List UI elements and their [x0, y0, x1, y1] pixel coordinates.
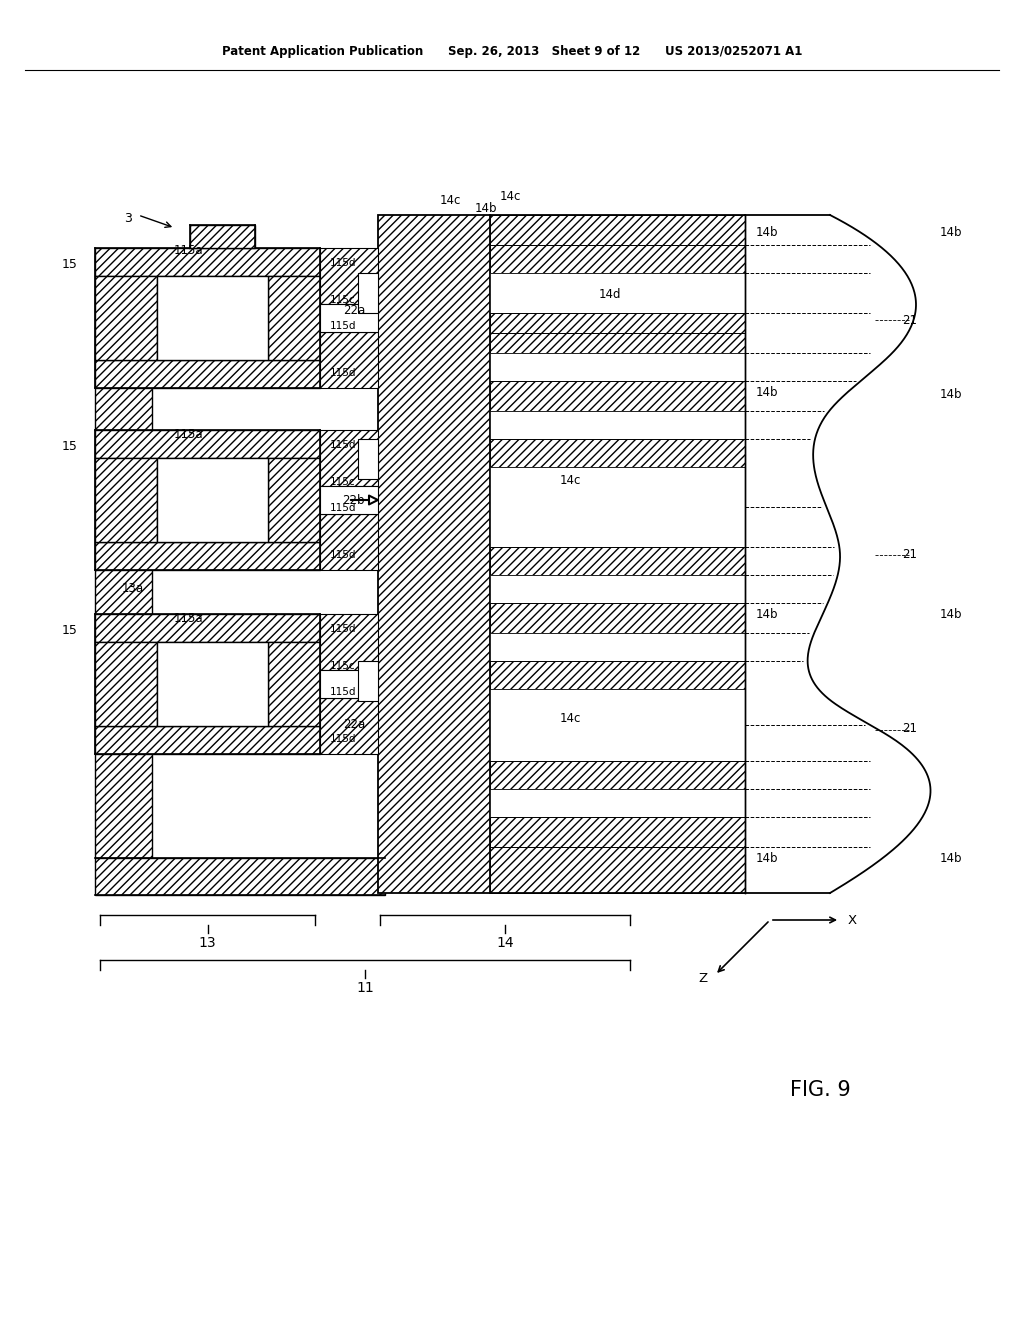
Bar [319, 486, 378, 513]
Bar [157, 276, 268, 360]
Text: 14b: 14b [756, 226, 778, 239]
Bar [490, 762, 745, 789]
Bar [319, 698, 378, 754]
Text: 3: 3 [124, 211, 132, 224]
Bar [490, 440, 745, 467]
Bar [95, 642, 157, 726]
Text: 14: 14 [497, 936, 514, 950]
Text: 14c: 14c [500, 190, 520, 202]
Text: 115a: 115a [173, 611, 203, 624]
Bar [490, 467, 745, 546]
Bar [490, 546, 745, 576]
Text: 115d: 115d [330, 321, 356, 331]
Text: 115a: 115a [173, 243, 203, 256]
Bar [157, 458, 268, 543]
Text: 115d: 115d [330, 624, 356, 634]
Bar [490, 817, 745, 847]
Bar [268, 458, 319, 543]
Bar [190, 224, 255, 248]
Bar [95, 255, 152, 858]
Bar [490, 847, 745, 894]
Text: 14b: 14b [940, 388, 963, 401]
Bar [268, 642, 319, 726]
Bar [358, 440, 378, 479]
Bar [95, 614, 319, 642]
Text: 14c: 14c [439, 194, 461, 206]
Bar [490, 603, 745, 634]
Bar [490, 576, 745, 603]
Text: 21: 21 [902, 549, 918, 561]
Bar [490, 246, 745, 273]
Text: 14b: 14b [940, 607, 963, 620]
Bar [490, 333, 745, 352]
Bar [95, 726, 319, 754]
Text: 115c: 115c [330, 661, 355, 671]
Bar [319, 513, 378, 570]
Bar [378, 215, 490, 894]
Text: 13: 13 [199, 936, 216, 950]
Bar [490, 411, 745, 440]
Bar [319, 430, 378, 486]
Text: 115c: 115c [330, 477, 355, 487]
Text: 14d: 14d [599, 288, 622, 301]
Text: 14b: 14b [940, 226, 963, 239]
Bar [319, 248, 378, 304]
Text: 21: 21 [902, 722, 918, 734]
Text: 115d: 115d [330, 686, 356, 697]
Bar [95, 543, 319, 570]
Text: 115d: 115d [330, 550, 356, 560]
Bar [95, 248, 319, 276]
Bar [319, 304, 378, 333]
Bar [157, 642, 268, 726]
Text: 15: 15 [62, 624, 78, 638]
Bar [319, 333, 378, 388]
Text: 115d: 115d [330, 734, 356, 744]
Text: 115d: 115d [330, 503, 356, 513]
Bar [490, 313, 745, 333]
Text: 115d: 115d [330, 368, 356, 378]
Text: 115d: 115d [330, 440, 356, 450]
Bar [319, 614, 378, 671]
Text: Z: Z [698, 972, 708, 985]
Text: 115c: 115c [330, 294, 355, 305]
Bar [490, 689, 745, 762]
Bar [358, 273, 378, 313]
Bar [95, 458, 157, 543]
Bar [95, 276, 157, 360]
Text: 14b: 14b [756, 385, 778, 399]
Bar [490, 352, 745, 381]
Bar [490, 381, 745, 411]
Bar [95, 858, 385, 895]
Text: 14b: 14b [756, 851, 778, 865]
Text: 14b: 14b [940, 851, 963, 865]
Text: 11: 11 [356, 981, 374, 995]
Bar [490, 789, 745, 817]
Text: 115a: 115a [173, 429, 203, 441]
Text: 22a: 22a [343, 718, 365, 730]
Bar [319, 671, 378, 698]
Text: 14c: 14c [559, 474, 581, 487]
Text: 22b: 22b [342, 494, 365, 507]
Bar [490, 273, 745, 313]
Bar [358, 661, 378, 701]
Text: Patent Application Publication      Sep. 26, 2013   Sheet 9 of 12      US 2013/0: Patent Application Publication Sep. 26, … [222, 45, 802, 58]
Bar [268, 276, 319, 360]
Text: 115d: 115d [330, 257, 356, 268]
Bar [490, 634, 745, 661]
Bar [490, 661, 745, 689]
Text: FIG. 9: FIG. 9 [790, 1080, 850, 1100]
Text: 14b: 14b [475, 202, 498, 214]
Text: 14c: 14c [559, 711, 581, 725]
Text: 22a: 22a [343, 304, 365, 317]
Text: 13a: 13a [122, 582, 144, 594]
Text: 21: 21 [902, 314, 918, 326]
Bar [490, 215, 745, 246]
Text: 14b: 14b [756, 607, 778, 620]
Text: 15: 15 [62, 259, 78, 272]
Bar [95, 430, 319, 458]
Text: X: X [848, 913, 856, 927]
Text: 15: 15 [62, 441, 78, 454]
Bar [95, 360, 319, 388]
